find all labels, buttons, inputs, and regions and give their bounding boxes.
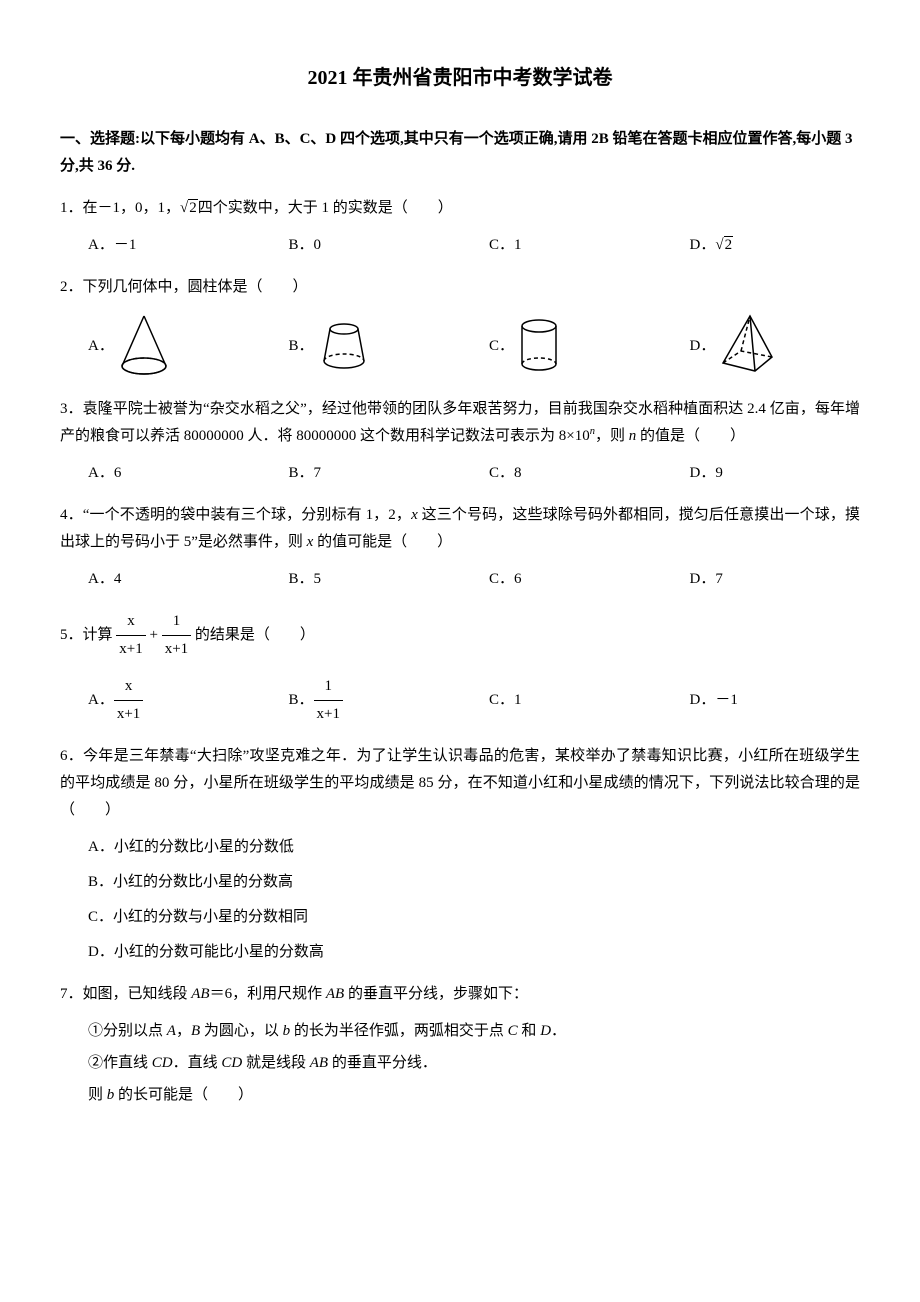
q2-opt-d: D． <box>690 311 861 381</box>
q1-text-b: 四个实数中，大于 1 的实数是（ ） <box>198 200 453 216</box>
fraction: xx+1 <box>114 673 143 728</box>
sqrt-icon: 2 <box>715 232 733 259</box>
q5-opt-b: B． 1x+1 <box>289 673 460 728</box>
q6-opt-a: A．小红的分数比小星的分数低 <box>88 834 860 861</box>
pyramid-icon <box>715 311 780 381</box>
q4-opt-a: A．4 <box>88 566 259 593</box>
q1-opt-c: C．1 <box>489 232 660 259</box>
q1-opt-d: D．2 <box>690 232 861 259</box>
fraction: 1x+1 <box>314 673 343 728</box>
q1-options: A．－1 B．0 C．1 D．2 <box>88 232 860 259</box>
page-title: 2021 年贵州省贵阳市中考数学试卷 <box>60 60 860 96</box>
cone-icon <box>114 311 174 381</box>
q4-opt-d: D．7 <box>690 566 861 593</box>
question-1: 1．在－1，0，1，2四个实数中，大于 1 的实数是（ ） <box>60 195 860 222</box>
q6-options: A．小红的分数比小星的分数低 B．小红的分数比小星的分数高 C．小红的分数与小星… <box>88 834 860 966</box>
q5-opt-c: C．1 <box>489 673 660 728</box>
fraction: 1x+1 <box>162 608 191 663</box>
q6-opt-c: C．小红的分数与小星的分数相同 <box>88 904 860 931</box>
q7-step2: ②作直线 CD．直线 CD 就是线段 AB 的垂直平分线． <box>88 1050 860 1077</box>
cylinder-icon <box>514 316 564 376</box>
q6-opt-d: D．小红的分数可能比小星的分数高 <box>88 939 860 966</box>
q3-opt-d: D．9 <box>690 460 861 487</box>
q4-opt-b: B．5 <box>289 566 460 593</box>
fraction: xx+1 <box>116 608 145 663</box>
q7-end: 则 b 的长可能是（ ） <box>88 1082 860 1109</box>
q1-opt-a: A．－1 <box>88 232 259 259</box>
sqrt-icon: 2 <box>180 195 198 222</box>
q2-opt-c: C． <box>489 311 660 381</box>
q4-opt-c: C．6 <box>489 566 660 593</box>
question-4: 4．“一个不透明的袋中装有三个球，分别标有 1，2，x 这三个号码，这些球除号码… <box>60 502 860 556</box>
q5-opt-a: A． xx+1 <box>88 673 259 728</box>
q3-opt-c: C．8 <box>489 460 660 487</box>
q3-opt-a: A．6 <box>88 460 259 487</box>
q2-opt-a: A． <box>88 311 259 381</box>
question-7: 7．如图，已知线段 AB＝6，利用尺规作 AB 的垂直平分线，步骤如下： <box>60 981 860 1008</box>
q7-step1: ①分别以点 A，B 为圆心，以 b 的长为半径作弧，两弧相交于点 C 和 D． <box>88 1018 860 1045</box>
q5-opt-d: D．－1 <box>690 673 861 728</box>
q1-opt-b: B．0 <box>289 232 460 259</box>
q2-opt-b: B． <box>289 311 460 381</box>
q6-opt-b: B．小红的分数比小星的分数高 <box>88 869 860 896</box>
question-2: 2．下列几何体中，圆柱体是（ ） <box>60 274 860 301</box>
q4-options: A．4 B．5 C．6 D．7 <box>88 566 860 593</box>
q2-options: A． B． C． D． <box>88 311 860 381</box>
frustum-icon <box>314 319 374 374</box>
q3-options: A．6 B．7 C．8 D．9 <box>88 460 860 487</box>
section-header: 一、选择题:以下每小题均有 A、B、C、D 四个选项,其中只有一个选项正确,请用… <box>60 126 860 180</box>
question-6: 6．今年是三年禁毒“大扫除”攻坚克难之年．为了让学生认识毒品的危害，某校举办了禁… <box>60 743 860 824</box>
q1-text-a: 1．在－1，0，1， <box>60 200 180 216</box>
q3-opt-b: B．7 <box>289 460 460 487</box>
q5-options: A． xx+1 B． 1x+1 C．1 D．－1 <box>88 673 860 728</box>
question-5: 5．计算 xx+1 + 1x+1 的结果是（ ） <box>60 608 860 663</box>
question-3: 3．袁隆平院士被誉为“杂交水稻之父”，经过他带领的团队多年艰苦努力，目前我国杂交… <box>60 396 860 450</box>
